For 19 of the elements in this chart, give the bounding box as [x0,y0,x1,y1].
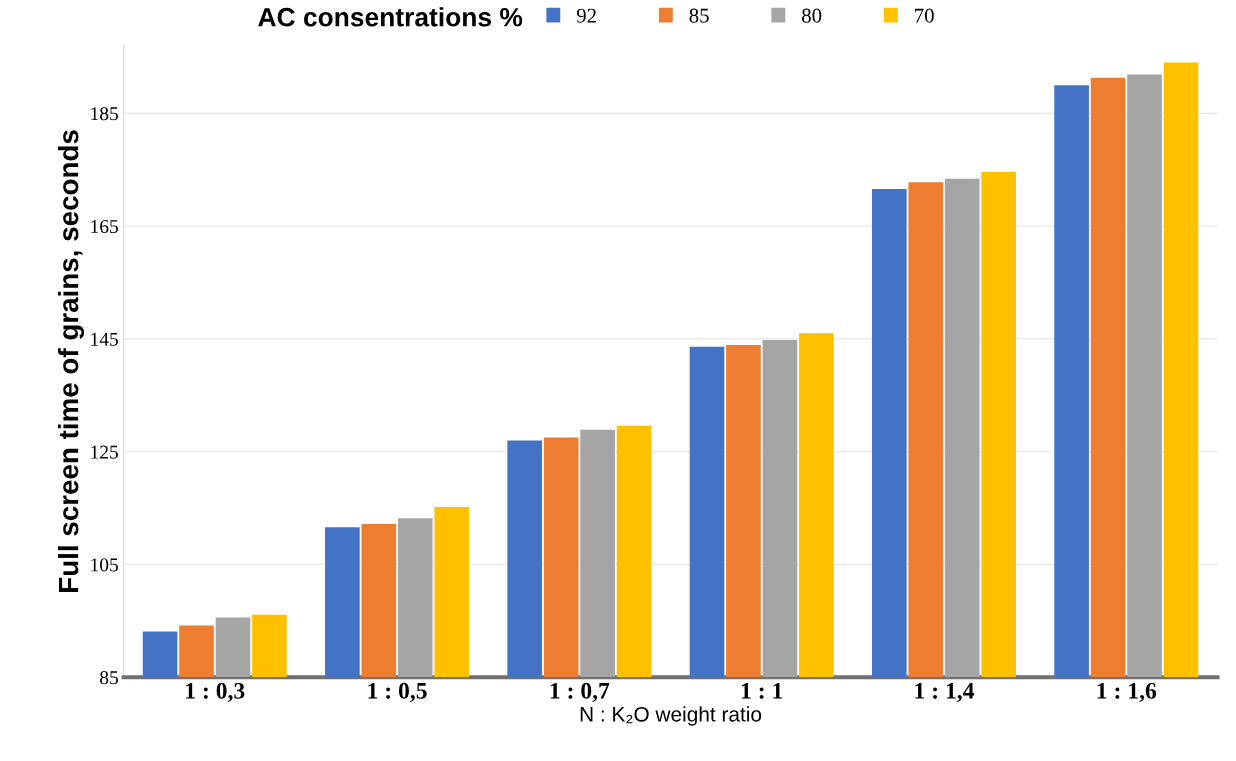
legend-label: 70 [915,8,934,23]
x-tick-label: 1 : 1,4 [915,682,975,703]
x-tick-label: 1 : 0,7 [550,682,610,703]
x-tick-label: 1 : 1,6 [1097,682,1157,703]
legend-label: 85 [689,8,709,23]
y-tick-label: 125 [91,445,118,459]
x-axis-title: N : K₂O weight ratio [580,706,762,726]
legend-label: 80 [802,8,822,23]
y-tick-label: 165 [91,220,118,234]
x-tick-label: 1 : 0,3 [186,682,245,703]
legend-label: 92 [576,8,596,23]
y-tick-label: 105 [91,558,118,572]
y-tick-label: 185 [91,107,118,121]
y-axis-title: Full screen time of grains, seconds [58,130,85,592]
y-tick-label: 145 [91,332,118,346]
x-tick-label: 1 : 1 [741,682,783,699]
x-tick-label: 1 : 0,5 [368,682,427,703]
y-tick-label: 85 [100,671,118,685]
legend-title: AC consentrations % [258,7,523,27]
